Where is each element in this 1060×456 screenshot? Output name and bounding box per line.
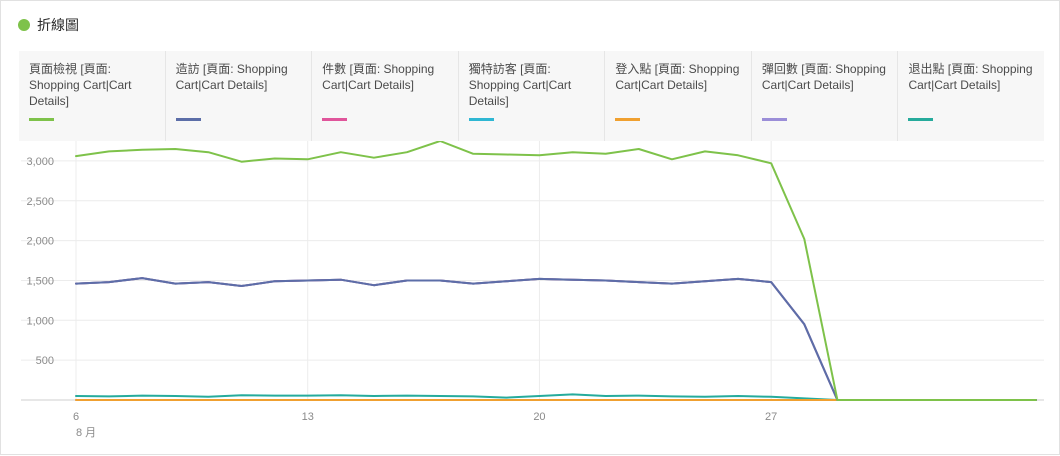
legend-item-unique-visitors[interactable]: 獨特訪客 [頁面: Shopping Cart|Cart Details]: [459, 51, 606, 141]
legend-swatch: [468, 118, 494, 121]
legend-swatch: [615, 118, 641, 121]
x-tick-label: 20: [533, 411, 545, 423]
chart-header: 折線圖: [18, 15, 79, 35]
status-dot-icon: [18, 19, 30, 31]
series-line-2: [75, 277, 1037, 401]
legend-item-exits[interactable]: 退出點 [頁面: Shopping Cart|Cart Details]: [898, 51, 1044, 141]
legend-swatch: [761, 118, 787, 121]
legend-swatch: [29, 118, 54, 121]
legend-item-visits[interactable]: 造訪 [頁面: Shopping Cart|Cart Details]: [166, 51, 313, 141]
legend-label: 頁面檢視 [頁面: Shopping Cart|Cart Details]: [29, 62, 132, 108]
legend-swatch: [908, 118, 934, 121]
legend-item-bounces[interactable]: 彈回數 [頁面: Shopping Cart|Cart Details]: [752, 51, 899, 141]
legend-label: 獨特訪客 [頁面: Shopping Cart|Cart Details]: [468, 62, 572, 108]
x-tick-label: 6: [73, 411, 79, 423]
y-tick-label: 1,500: [26, 275, 54, 287]
legend-label: 造訪 [頁面: Shopping Cart|Cart Details]: [175, 62, 288, 92]
series-line-0: [75, 140, 1037, 401]
y-tick-label: 1,000: [26, 315, 54, 327]
chart-title: 折線圖: [37, 17, 79, 33]
y-tick-label: 3,000: [26, 156, 54, 168]
x-tick-sublabel: 8 月: [76, 427, 96, 439]
line-chart: 500 1,000 1,500 2,000 2,500 3,000 6 8 月 13 20 27: [21, 140, 1044, 439]
x-tick-label: 13: [302, 411, 314, 423]
legend-label: 彈回數 [頁面: Shopping Cart|Cart Details]: [761, 62, 886, 92]
legend-item-page-views[interactable]: 頁面檢視 [頁面: Shopping Cart|Cart Details]: [19, 51, 166, 141]
x-tick-label: 27: [765, 411, 777, 423]
chart-legend: 頁面檢視 [頁面: Shopping Cart|Cart Details] 造訪…: [19, 51, 1044, 141]
y-tick-label: 2,000: [26, 236, 54, 248]
series-line-1: [75, 277, 1037, 401]
legend-label: 登入點 [頁面: Shopping Cart|Cart Details]: [615, 62, 740, 92]
y-tick-label: 2,500: [26, 196, 54, 208]
plot-area: 500 1,000 1,500 2,000 2,500 3,000 6 8 月 13 20 27: [1, 140, 1059, 456]
legend-label: 件數 [頁面: Shopping Cart|Cart Details]: [322, 62, 435, 92]
legend-swatch: [322, 118, 348, 121]
y-tick-label: 500: [36, 355, 54, 367]
legend-label: 退出點 [頁面: Shopping Cart|Cart Details]: [908, 62, 1033, 92]
legend-swatch: [175, 118, 201, 121]
series-line-3: [75, 277, 1037, 401]
legend-item-occurrences[interactable]: 件數 [頁面: Shopping Cart|Cart Details]: [312, 51, 459, 141]
legend-item-entries[interactable]: 登入點 [頁面: Shopping Cart|Cart Details]: [605, 51, 752, 141]
